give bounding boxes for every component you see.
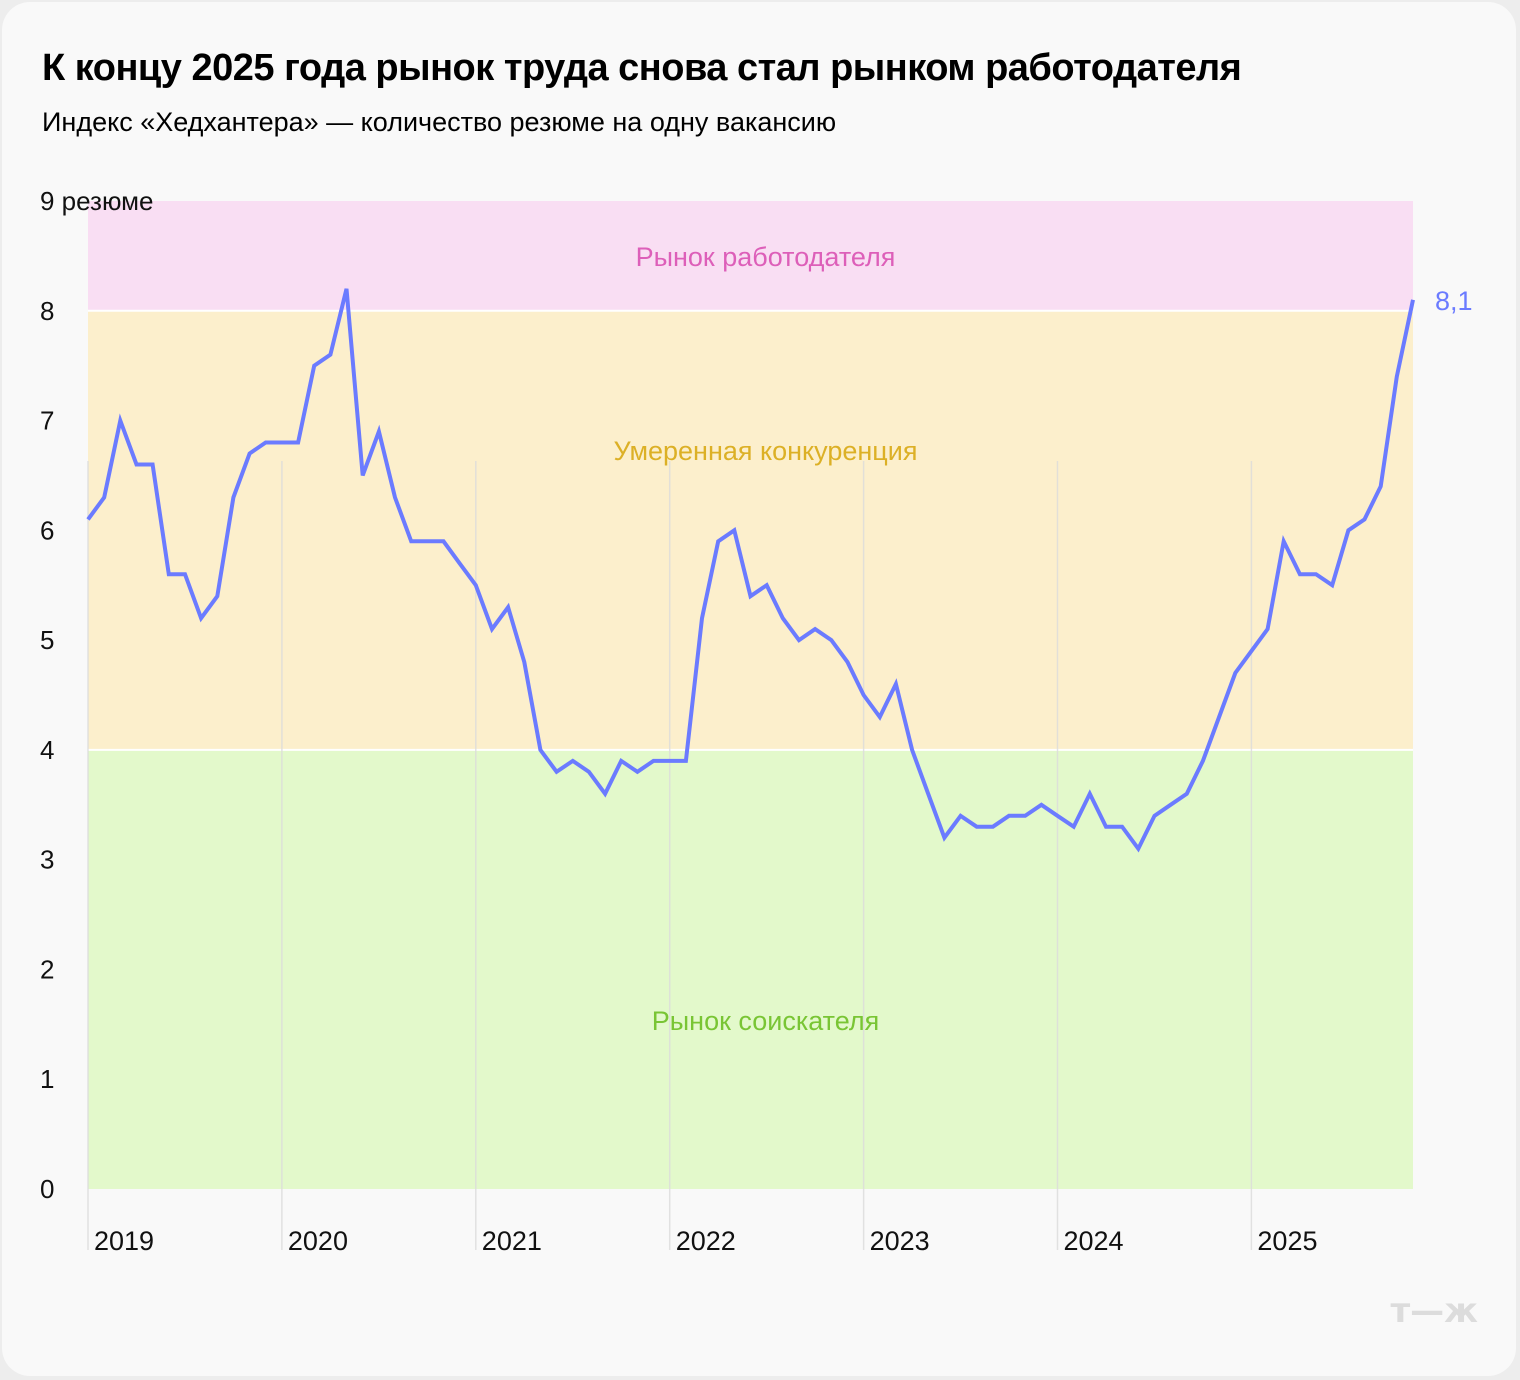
- y-tick-label: 6: [40, 515, 54, 545]
- y-tick-label: 7: [40, 406, 54, 436]
- zone-band: [88, 201, 1413, 311]
- y-tick-label: 2: [40, 954, 54, 984]
- x-tick-label: 2022: [676, 1226, 736, 1256]
- y-axis: 0 1 2 3 4 5 6 7 8 9 резюме: [40, 186, 154, 1204]
- y-tick-label: 8: [40, 296, 54, 326]
- y-tick-label: 1: [40, 1064, 54, 1094]
- year-gridlines: [87, 461, 1253, 1250]
- index-line: [86, 288, 1415, 853]
- y-tick-label: 5: [40, 625, 54, 655]
- tj-logo-icon: т—ж: [1390, 1291, 1478, 1331]
- zone-band: [88, 310, 1413, 750]
- zone-bands: [88, 201, 1413, 1189]
- x-axis: 2019 2020 2021 2022 2023 2024 2025: [94, 1226, 1317, 1256]
- y-tick-label: 9 резюме: [40, 186, 154, 216]
- y-tick-label: 0: [40, 1174, 54, 1204]
- chart-title: К концу 2025 года рынок труда снова стал…: [42, 47, 1242, 89]
- zone-label: Рынок работодателя: [636, 242, 896, 272]
- x-tick-label: 2023: [870, 1226, 930, 1256]
- zone-band: [88, 749, 1413, 1189]
- zone-label: Умеренная конкуренция: [614, 436, 918, 466]
- x-tick-label: 2020: [288, 1226, 348, 1256]
- zone-labels: Рынок работодателя Умеренная конкуренция Р…: [614, 242, 918, 1036]
- x-tick-label: 2025: [1257, 1226, 1317, 1256]
- y-tick-label: 4: [40, 735, 54, 765]
- zone-label: Рынок соискателя: [652, 1006, 879, 1036]
- y-tick-label: 3: [40, 845, 54, 875]
- x-tick-label: 2024: [1064, 1226, 1124, 1256]
- chart-subtitle: Индекс «Хедхантера» — количество резюме …: [42, 107, 837, 137]
- x-tick-label: 2021: [482, 1226, 542, 1256]
- last-value-label: 8,1: [1435, 286, 1473, 316]
- x-tick-label: 2019: [94, 1226, 154, 1256]
